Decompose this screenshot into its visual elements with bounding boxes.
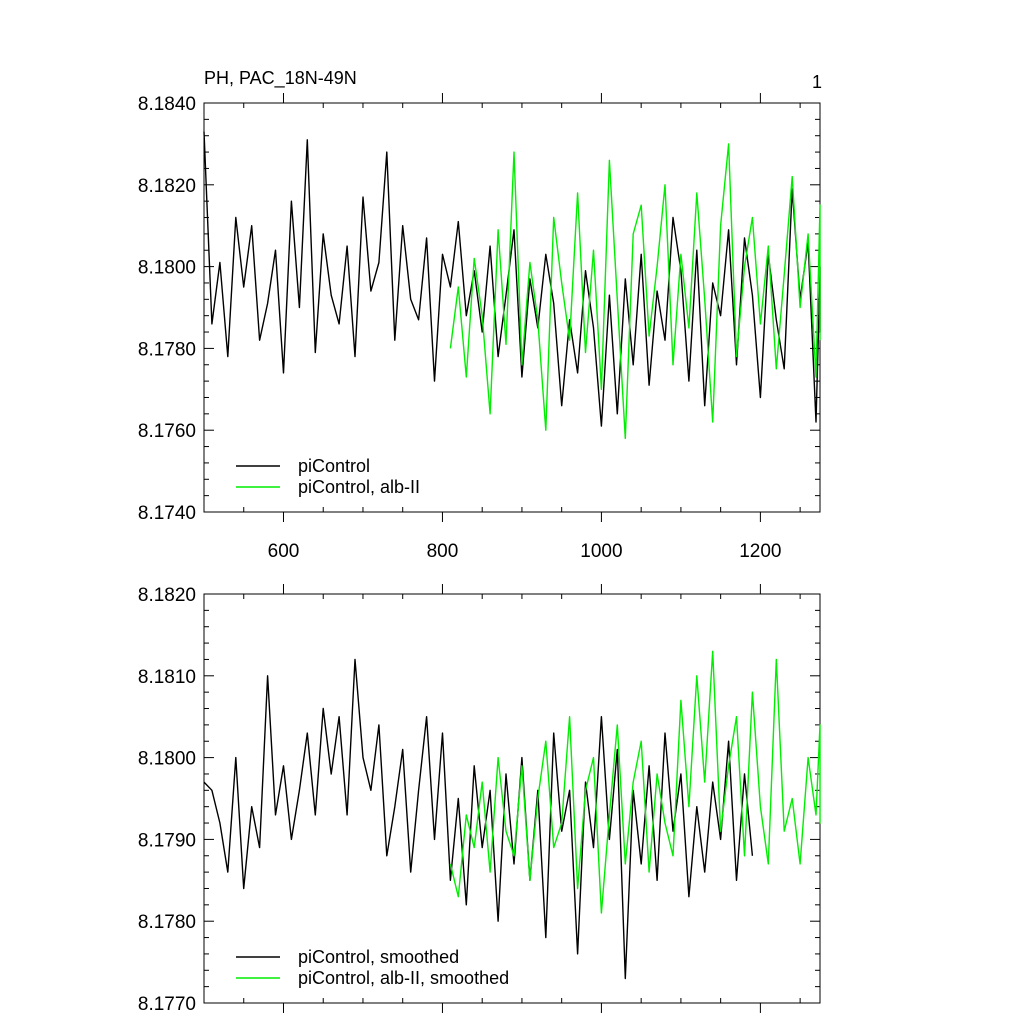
y-tick-label: 8.1780 bbox=[138, 912, 196, 933]
y-tick-label: 8.1800 bbox=[138, 749, 196, 770]
x-tick-label: 1000 bbox=[580, 541, 622, 562]
series-line-1 bbox=[449, 143, 821, 440]
y-tick-label: 8.1770 bbox=[138, 994, 196, 1015]
y-tick-label: 8.1840 bbox=[138, 94, 196, 115]
x-tick-label: 600 bbox=[268, 541, 300, 562]
y-tick-label: 8.1810 bbox=[138, 667, 196, 688]
chart-title: PH, PAC_18N-49N bbox=[204, 68, 357, 89]
y-tick-label: 8.1760 bbox=[138, 421, 196, 442]
y-tick-label: 8.1820 bbox=[138, 585, 196, 606]
plot-frame bbox=[203, 102, 821, 513]
top-panel: 8.1740 8.1760 8.1780 8.1800 8.1820 8.1840 600 8… bbox=[138, 93, 821, 562]
y-tick-label: 8.1820 bbox=[138, 176, 196, 197]
x-tick-label: 800 bbox=[427, 541, 459, 562]
legend-label: piControl, smoothed bbox=[298, 947, 459, 967]
series-line-0 bbox=[203, 131, 821, 427]
y-tick-label: 8.1800 bbox=[138, 258, 196, 279]
series-line-0 bbox=[203, 658, 754, 980]
legend-label: piControl, alb-II, smoothed bbox=[298, 968, 509, 988]
panel-number: 1 bbox=[812, 72, 822, 92]
y-tick-label: 8.1790 bbox=[138, 830, 196, 851]
plot-frame bbox=[203, 593, 821, 1004]
y-tick-label: 8.1740 bbox=[138, 503, 196, 524]
x-tick-label: 1200 bbox=[739, 541, 781, 562]
y-tick-label: 8.1780 bbox=[138, 339, 196, 360]
series-line-1 bbox=[449, 650, 821, 914]
bottom-panel: 8.1770 8.1780 8.1790 8.1800 8.1810 8.1820 piCo… bbox=[138, 584, 821, 1015]
legend-label: piControl, alb-II bbox=[298, 477, 420, 497]
legend-label: piControl bbox=[298, 456, 370, 476]
